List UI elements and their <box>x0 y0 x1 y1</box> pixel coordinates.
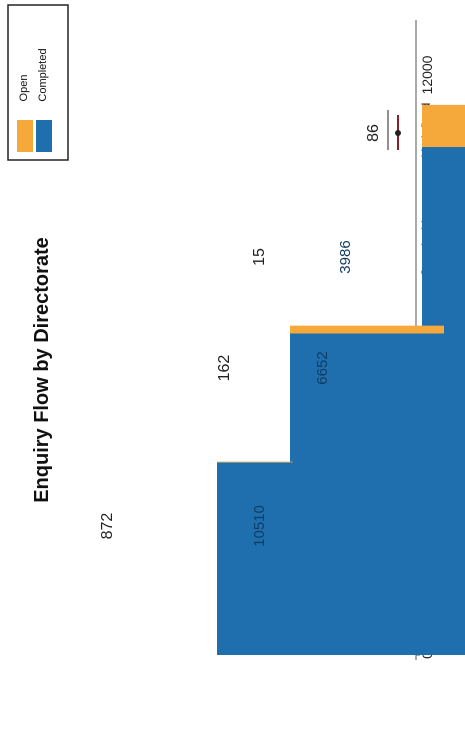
bar-label-completed: 3986 <box>337 240 354 273</box>
legend-label-open: Open <box>18 75 30 102</box>
bar-segment <box>290 325 444 334</box>
bar-label-open: 162 <box>216 355 233 382</box>
bar-label-open: 15 <box>251 248 268 266</box>
chart-title: Enquiry Flow by Directorate <box>31 237 53 503</box>
legend-label-completed: Completed <box>37 48 49 101</box>
bar-label-completed: 6652 <box>314 351 331 384</box>
legend-swatch-open <box>17 120 33 152</box>
bar-label-completed: 10510 <box>251 505 268 547</box>
bar-label-open: 86 <box>365 124 382 142</box>
bar-segment <box>290 333 444 655</box>
bar-segment <box>217 461 293 463</box>
y-tick-label: 12000 <box>419 55 435 94</box>
bar-label-open: 872 <box>99 513 116 540</box>
bar-segment <box>422 104 465 148</box>
legend-swatch-completed <box>36 120 52 152</box>
undefined-bar-dot <box>395 130 401 136</box>
bar-segment <box>217 462 293 655</box>
